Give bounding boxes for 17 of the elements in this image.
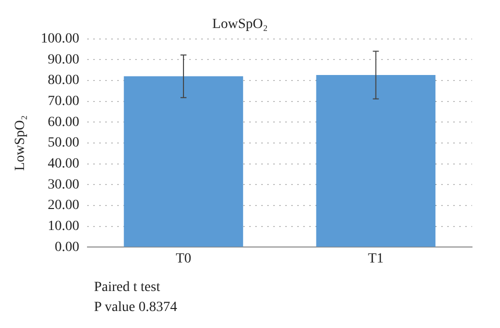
y-tick-label: 40.00 xyxy=(48,156,80,172)
y-tick-label: 60.00 xyxy=(48,114,80,130)
y-tick-label: 20.00 xyxy=(48,198,80,214)
y-tick-label: 100.00 xyxy=(40,31,80,46)
x-tick-label: T1 xyxy=(368,251,384,266)
y-tick-label: 30.00 xyxy=(48,177,80,192)
text: Paired t test xyxy=(94,279,162,297)
chart-title: LowSpO₂ xyxy=(212,17,268,32)
y-axis-title: LowSpO₂ xyxy=(13,115,28,171)
x-tick-label: T0 xyxy=(176,251,192,266)
text: P value 0.8374 xyxy=(94,299,178,317)
y-tick-label: 80.00 xyxy=(48,73,80,88)
y-tick-label: 90.00 xyxy=(48,52,80,68)
y-tick-label: 50.00 xyxy=(48,136,80,151)
y-tick-label: 0.00 xyxy=(54,240,80,255)
y-tick-label: 10.00 xyxy=(48,219,80,234)
y-tick-label: 70.00 xyxy=(48,94,80,109)
